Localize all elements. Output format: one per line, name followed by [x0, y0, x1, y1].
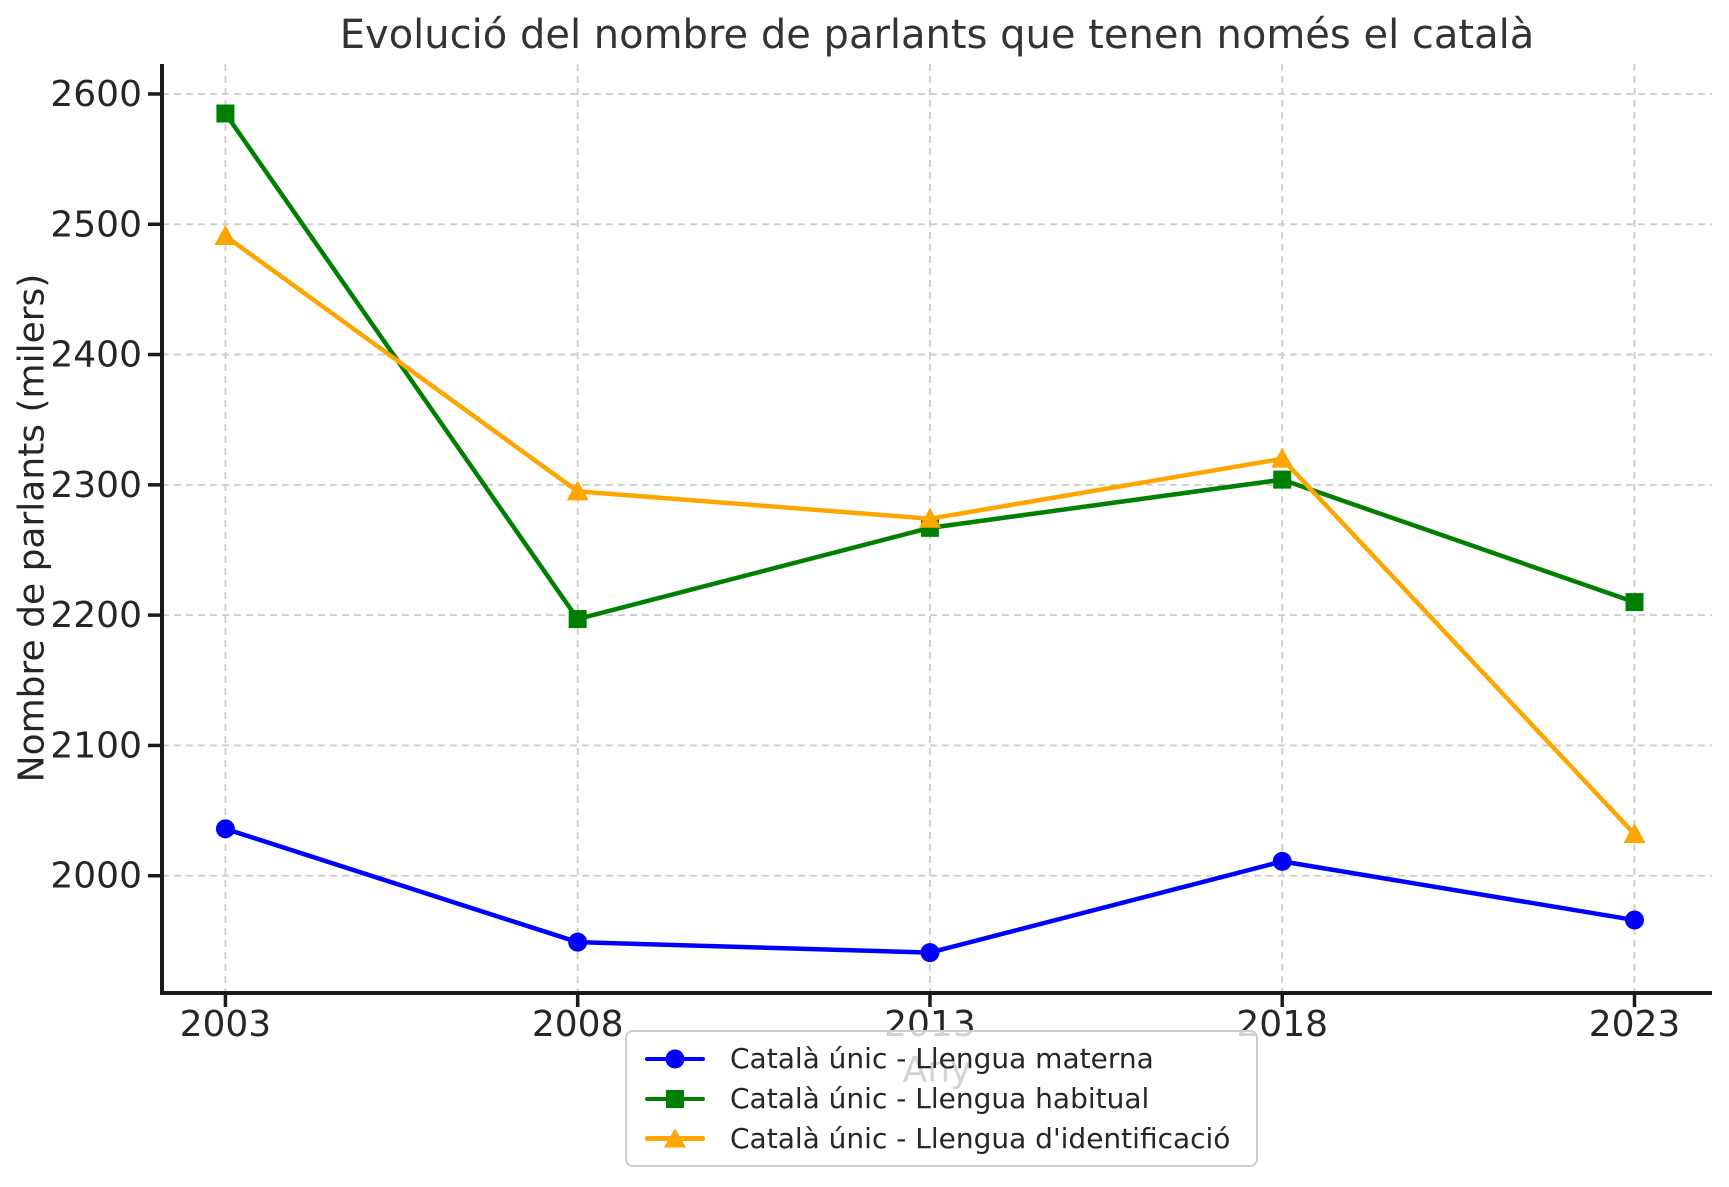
x-tick-label: 2008: [532, 1004, 624, 1045]
data-point-triangle: [214, 224, 237, 245]
data-point-triangle: [1271, 447, 1294, 468]
legend: Català únic - Llengua materna Català úni…: [625, 1030, 1259, 1167]
data-point-circle: [1272, 851, 1292, 871]
y-tick-label: 2500: [50, 204, 142, 245]
y-tick-label: 2100: [50, 725, 142, 766]
y-tick-label: 2600: [50, 74, 142, 115]
data-point-circle: [568, 932, 588, 952]
x-tick-label: 2003: [180, 1004, 272, 1045]
legend-item-llengua-identificacio: Català únic - Llengua d'identificació: [645, 1119, 1230, 1157]
circle-marker-icon: [665, 1049, 685, 1069]
data-point-triangle: [918, 507, 941, 528]
legend-label: Català únic - Llengua habitual: [730, 1082, 1150, 1115]
data-point-square: [216, 104, 235, 123]
legend-swatch: [645, 1126, 705, 1150]
legend-swatch: [645, 1087, 705, 1111]
data-point-square: [1625, 593, 1644, 612]
x-tick-label: 2023: [1589, 1004, 1681, 1045]
legend-swatch: [645, 1047, 705, 1071]
data-point-circle: [920, 943, 940, 963]
square-marker-icon: [666, 1089, 684, 1108]
data-point-triangle: [1623, 823, 1646, 844]
data-point-circle: [215, 819, 235, 839]
y-tick-label: 2200: [50, 595, 142, 636]
legend-label: Català únic - Llengua materna: [730, 1042, 1154, 1076]
legend-item-llengua-habitual: Català únic - Llengua habitual: [645, 1080, 1230, 1118]
legend-item-llengua-materna: Català únic - Llengua materna: [645, 1040, 1230, 1078]
triangle-marker-icon: [664, 1128, 686, 1148]
y-tick-label: 2000: [50, 856, 142, 897]
data-point-circle: [1625, 910, 1644, 930]
data-point-square: [568, 610, 587, 629]
y-tick-label: 2300: [50, 465, 142, 506]
data-point-triangle: [566, 480, 589, 501]
y-tick-label: 2400: [50, 335, 142, 376]
data-point-square: [1273, 470, 1292, 489]
chart-title: Evolució del nombre de parlants que tene…: [339, 12, 1535, 58]
legend-label: Català únic - Llengua d'identificació: [730, 1121, 1231, 1155]
